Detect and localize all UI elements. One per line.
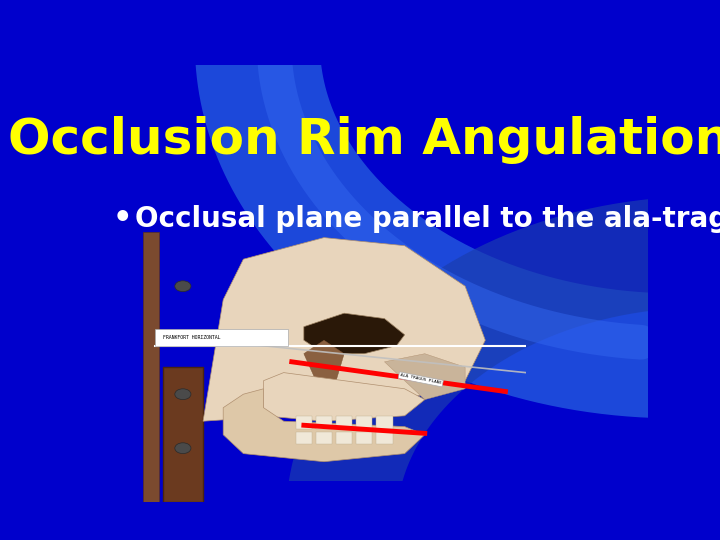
Text: FRANKFORT HORIZONTAL: FRANKFORT HORIZONTAL: [163, 335, 220, 340]
Polygon shape: [356, 432, 372, 444]
Polygon shape: [316, 416, 332, 429]
Polygon shape: [356, 416, 372, 429]
Bar: [163, 367, 203, 502]
Circle shape: [175, 281, 191, 292]
Text: Occlusion Rim Angulation: Occlusion Rim Angulation: [8, 116, 720, 164]
Polygon shape: [377, 432, 392, 444]
Text: ALA TRAGUS PLANE: ALA TRAGUS PLANE: [400, 373, 442, 386]
Circle shape: [175, 443, 191, 454]
Polygon shape: [304, 340, 344, 381]
Polygon shape: [203, 238, 485, 421]
Polygon shape: [336, 432, 352, 444]
Bar: [143, 232, 158, 502]
Polygon shape: [296, 416, 312, 429]
FancyBboxPatch shape: [155, 329, 288, 346]
Polygon shape: [377, 416, 392, 429]
Circle shape: [175, 335, 191, 346]
Polygon shape: [384, 354, 465, 400]
Polygon shape: [304, 313, 405, 354]
Polygon shape: [296, 432, 312, 444]
Circle shape: [175, 389, 191, 400]
Text: •: •: [112, 204, 132, 233]
Polygon shape: [223, 389, 425, 462]
Text: Occlusal plane parallel to the ala-tragus line: Occlusal plane parallel to the ala-tragu…: [135, 205, 720, 233]
Polygon shape: [336, 416, 352, 429]
Polygon shape: [316, 432, 332, 444]
Polygon shape: [264, 373, 425, 421]
